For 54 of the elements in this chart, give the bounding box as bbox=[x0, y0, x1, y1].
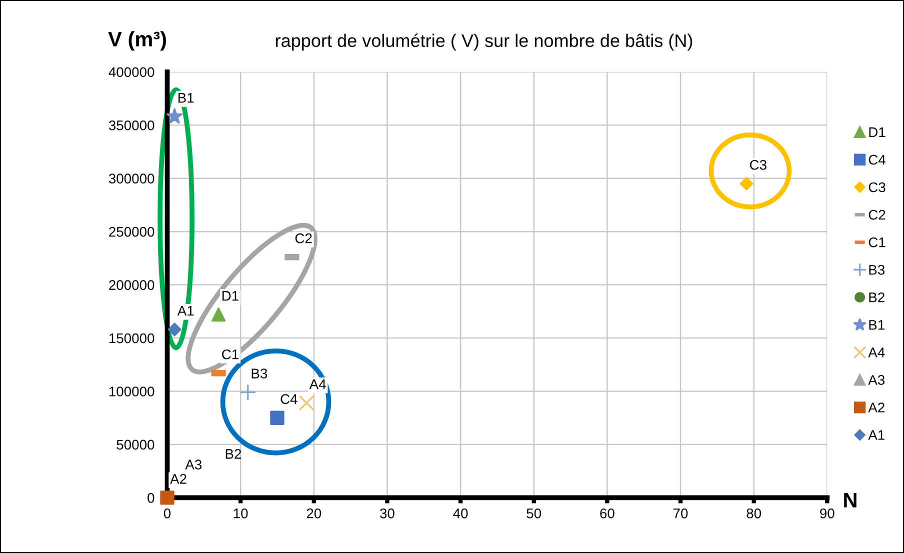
point bbox=[740, 176, 754, 190]
legend-label: A1 bbox=[868, 430, 884, 440]
legend-label: D1 bbox=[869, 127, 886, 137]
legend-label: C1 bbox=[868, 237, 886, 248]
text: C3 bbox=[750, 160, 766, 170]
annotation: A3 bbox=[185, 460, 202, 470]
point bbox=[211, 308, 226, 322]
point bbox=[270, 410, 284, 425]
legend-label: B2 bbox=[869, 292, 884, 302]
x-tick-label: 0 bbox=[164, 508, 171, 518]
y-tick-label: 250000 bbox=[109, 226, 154, 237]
x-tick-label: 80 bbox=[746, 508, 762, 518]
point bbox=[239, 384, 256, 401]
x-tick-label: 30 bbox=[380, 508, 394, 518]
text: A2 bbox=[170, 474, 186, 484]
y-tick-label: 50000 bbox=[116, 440, 154, 450]
x-tick-label: 20 bbox=[306, 508, 322, 518]
legend-label: B1 bbox=[869, 320, 884, 330]
y-tick-label: 350000 bbox=[108, 120, 154, 130]
legend-label: C4 bbox=[868, 154, 886, 165]
point bbox=[298, 395, 314, 411]
text: A1 bbox=[177, 306, 194, 316]
x-tick-label: 90 bbox=[820, 508, 834, 518]
text: C2 bbox=[295, 233, 312, 244]
point bbox=[168, 322, 182, 336]
legend-label: B3 bbox=[869, 264, 885, 275]
x-axis-title: N bbox=[844, 493, 856, 508]
text: B3 bbox=[252, 368, 268, 378]
x-tick-label: 60 bbox=[600, 508, 614, 518]
y-tick-label: 400000 bbox=[108, 67, 154, 78]
point bbox=[166, 108, 183, 124]
text: A4 bbox=[309, 379, 326, 389]
x-tick-label: 70 bbox=[674, 508, 688, 518]
y-tick-label: 150000 bbox=[109, 333, 154, 344]
text: C4 bbox=[280, 394, 298, 404]
x-tick-label: 50 bbox=[526, 508, 542, 518]
text: B1 bbox=[178, 93, 194, 103]
text: C1 bbox=[222, 349, 238, 360]
y-tick-label: 200000 bbox=[109, 280, 154, 290]
legend-label: C3 bbox=[868, 182, 886, 192]
legend-label: C2 bbox=[868, 210, 886, 220]
y-axis-title: V (m³) bbox=[108, 31, 166, 51]
x-tick-label: 10 bbox=[234, 508, 248, 518]
y-tick-label: 100000 bbox=[109, 386, 154, 396]
point bbox=[160, 490, 174, 505]
y-tick-label: 0 bbox=[148, 493, 154, 503]
text: D1 bbox=[222, 291, 238, 301]
x-tick-label: 40 bbox=[453, 508, 468, 518]
legend-label: A2 bbox=[868, 402, 884, 412]
legend-label: A3 bbox=[868, 375, 885, 385]
y-tick-label: 300000 bbox=[108, 174, 154, 184]
annotation: B2 bbox=[226, 449, 242, 459]
legend-label: A4 bbox=[868, 348, 885, 358]
chart-title: rapport de volumétrie ( V) sur le nombre de bâtis (N) bbox=[276, 34, 692, 51]
